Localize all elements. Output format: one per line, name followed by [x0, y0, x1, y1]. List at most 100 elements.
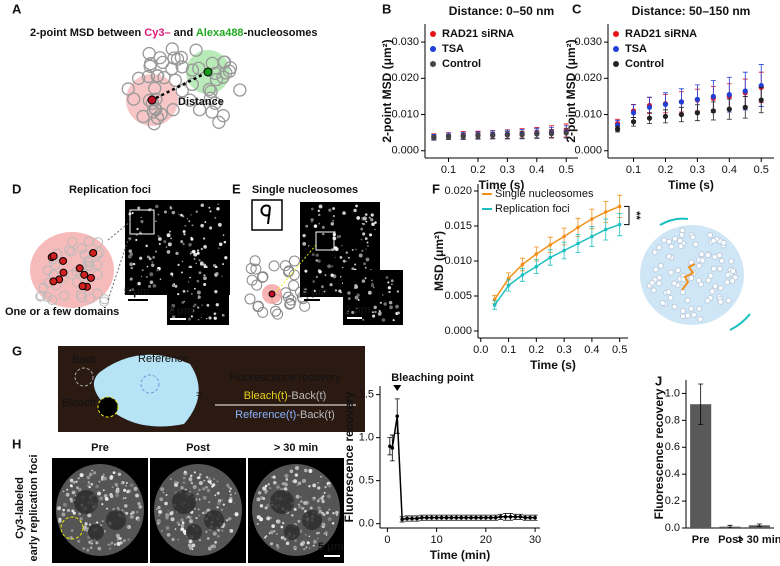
speckle [264, 506, 268, 510]
speckle [117, 472, 122, 476]
speckle [205, 485, 209, 489]
nucleosome [671, 280, 678, 287]
speckle [214, 273, 218, 277]
nucleolus [88, 524, 104, 540]
nucleosome [35, 291, 46, 302]
speckle [282, 522, 285, 525]
speckle [165, 526, 170, 530]
speckle [106, 507, 109, 510]
speckle [358, 253, 363, 258]
zoom-box [315, 231, 335, 251]
speckle [157, 505, 161, 510]
data-point [503, 515, 508, 519]
speckle [183, 233, 186, 236]
speckle [101, 503, 104, 506]
equals: = [196, 389, 202, 401]
nucleosome [284, 298, 296, 310]
panel-letter: E [232, 181, 241, 196]
speckle [109, 475, 114, 479]
speckle [188, 543, 191, 546]
nucleosome [216, 109, 230, 123]
speckle [135, 493, 139, 498]
speckle [364, 277, 367, 280]
annotation: Bleaching point [391, 372, 474, 384]
data-point [460, 133, 466, 139]
speckle [315, 259, 318, 262]
nucleosome [679, 308, 686, 315]
speckle [198, 488, 201, 492]
speckle [102, 489, 105, 492]
speckle [222, 314, 224, 316]
speckle [77, 539, 81, 543]
speckle [135, 510, 139, 514]
speckle [198, 473, 202, 476]
nucleosome [665, 253, 672, 260]
speckle [266, 503, 270, 508]
nucleosome [84, 257, 95, 268]
data-point [508, 515, 513, 519]
y-tick-label: 0.2 [665, 495, 680, 507]
cell [93, 354, 199, 427]
nucleosome [704, 297, 711, 304]
speckle [191, 548, 194, 551]
speckle [132, 262, 136, 266]
speckle [191, 224, 194, 227]
speckle [163, 240, 167, 244]
speckle [220, 508, 224, 512]
speckle [308, 469, 313, 473]
speckle [177, 538, 180, 541]
speckle [339, 256, 343, 259]
speckle [305, 546, 308, 549]
data-point [490, 132, 496, 139]
speckle [317, 486, 321, 490]
speckle [69, 478, 74, 483]
nucleosome [730, 268, 737, 275]
scale-bar-label: 5 μm [124, 286, 150, 298]
data-point [614, 122, 621, 129]
y-tick-label: 0.020 [444, 185, 472, 197]
speckle [256, 515, 261, 520]
panel-letter: F [432, 181, 440, 196]
speckle [137, 501, 141, 506]
y-tick-label: 0.030 [574, 36, 602, 48]
speckle [369, 233, 373, 237]
legend-swatch [430, 31, 436, 37]
speckle [357, 298, 360, 302]
speckle [373, 224, 375, 226]
nucleosome [208, 96, 222, 110]
speckle [269, 487, 272, 490]
focus [86, 273, 95, 282]
speckle [312, 544, 315, 547]
nucleosome [656, 244, 663, 251]
nucleosome [121, 82, 135, 96]
speckle [193, 471, 196, 474]
speckle [109, 543, 112, 546]
nucleosome [671, 303, 678, 310]
nucleosome [212, 115, 226, 129]
data-point [469, 515, 473, 520]
nucleosome [684, 297, 691, 304]
speckle [373, 305, 377, 310]
x-tick-label: 0.4 [722, 164, 737, 176]
speckle [168, 230, 171, 233]
speckle [177, 481, 179, 484]
nucleosome [283, 266, 295, 278]
focus [49, 252, 58, 261]
speckle [75, 480, 78, 483]
nucleosome [132, 71, 146, 85]
data-point [694, 110, 700, 116]
speckle [330, 222, 335, 226]
speckle [102, 476, 107, 481]
nucleosome [284, 298, 296, 310]
nucleosome [695, 277, 702, 284]
speckle [209, 482, 212, 485]
speckle [78, 512, 81, 516]
speckle [215, 303, 219, 307]
title-part: Cy3– [144, 27, 170, 39]
speckle [297, 519, 301, 523]
speckle [66, 508, 71, 513]
speckle [98, 480, 101, 483]
data-point [395, 414, 400, 418]
speckle [328, 208, 332, 212]
column-label: > 30 min [274, 442, 319, 454]
